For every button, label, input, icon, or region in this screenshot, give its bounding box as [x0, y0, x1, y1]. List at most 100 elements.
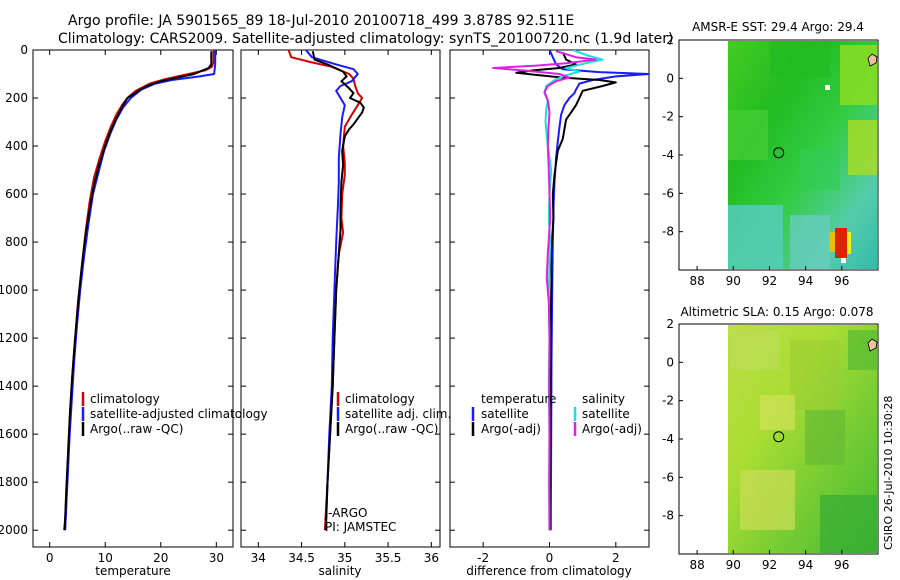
sst-map-title: AMSR-E SST: 29.4 Argo: 29.4 — [692, 20, 864, 34]
map-x-tick-label: 92 — [762, 558, 777, 572]
legend-label-sal-satellite: satellite — [582, 407, 630, 421]
sst-missing-pixel — [825, 85, 830, 90]
sla-map-panel: Altimetric SLA: 0.15 Argo: 0.078 88 90 92 9… — [662, 305, 879, 572]
legend-header-salinity: salinity — [582, 392, 625, 406]
x-tick-label: -2 — [477, 551, 489, 565]
y-tick-label: 400 — [5, 139, 28, 153]
series-line-argo-raw-qc- — [311, 51, 365, 531]
series-line-satellite-adj-clim- — [305, 50, 359, 531]
sst-float-position-marker — [773, 147, 785, 159]
sst-warm-anomaly — [829, 232, 835, 252]
y-tick-label: 1000 — [0, 283, 28, 297]
y-tick-label: 1800 — [0, 475, 28, 489]
figure-title-line1: Argo profile: JA 5901565_89 18-Jul-2010 … — [68, 13, 574, 29]
legend-label-temp-satellite: satellite — [481, 407, 529, 421]
legend-header-temperature: temperature — [481, 392, 556, 406]
sla-patch — [805, 410, 845, 465]
temperature-axes-frame — [32, 49, 234, 548]
x-tick-label: 34 — [251, 551, 266, 565]
sst-patch — [848, 120, 877, 175]
legend-label-climatology: climatology — [90, 392, 160, 406]
sla-patch — [820, 495, 877, 553]
series-line-climatology — [63, 50, 215, 531]
x-tick-label: 35 — [337, 551, 352, 565]
temperature-series — [63, 50, 217, 531]
legend-label-argo: Argo(..raw -QC) — [345, 422, 438, 436]
map-y-tick-label: -2 — [662, 394, 674, 408]
temperature-panel: 0 10 20 30 0 200 400 600 800 1000 1200 1400 1600 1800… — [0, 43, 268, 578]
map-x-tick-label: 90 — [726, 274, 741, 288]
series-line-salinity-satellite — [543, 50, 604, 531]
y-tick-label: 200 — [5, 91, 28, 105]
temperature-legend: climatology satellite-adjusted climatolo… — [81, 392, 268, 436]
x-tick-label: 36 — [424, 551, 439, 565]
series-line-climatology — [287, 50, 364, 531]
map-y-tick-label: 0 — [666, 71, 674, 85]
legend-label-satellite: satellite adj. clim. — [345, 407, 451, 421]
sst-patch — [728, 110, 768, 160]
map-x-tick-label: 94 — [798, 558, 813, 572]
annotation-jargo: J-ARGO — [324, 506, 367, 520]
sst-patch — [800, 150, 840, 190]
difference-xlabel: difference from climatology — [466, 564, 632, 578]
legend-label-temp-argo: Argo(-adj) — [481, 422, 541, 436]
map-x-tick-label: 88 — [689, 274, 704, 288]
series-line-temperature-argo-adj- — [515, 51, 617, 531]
map-y-tick-label: -6 — [662, 186, 674, 200]
temperature-axis-ticks: 0 10 20 30 0 200 400 600 800 1000 1200 1400 1600 1800… — [0, 43, 233, 565]
salinity-axis-ticks: 34 34.5 35 35.5 36 — [241, 49, 440, 565]
temperature-xlabel: temperature — [95, 564, 170, 578]
map-y-tick-label: 2 — [666, 33, 674, 47]
figure-title-line2: Climatology: CARS2009. Satellite-adjuste… — [58, 31, 673, 47]
sst-map-panel: AMSR-E SST: 29.4 Argo: 29.4 88 90 92 94 96 2 0… — [662, 20, 879, 288]
csiro-timestamp: CSIRO 26-Jul-2010 10:30:28 — [882, 396, 895, 550]
map-x-tick-label: 96 — [834, 274, 849, 288]
series-line-temperature-satellite — [548, 50, 649, 531]
map-y-tick-label: -6 — [662, 470, 674, 484]
salinity-legend: climatology satellite adj. clim. Argo(..… — [336, 392, 451, 436]
land-shape — [867, 338, 878, 352]
sla-map-ticks: 88 90 92 94 96 2 0 -2 -4 -6 -8 — [662, 317, 849, 572]
y-tick-label: 1600 — [0, 427, 28, 441]
map-x-tick-label: 94 — [798, 274, 813, 288]
map-x-tick-label: 92 — [762, 274, 777, 288]
series-line-argo-raw-qc- — [63, 51, 213, 531]
x-tick-label: 2 — [612, 551, 620, 565]
x-tick-label: 34.5 — [288, 551, 315, 565]
y-tick-label: 600 — [5, 187, 28, 201]
land-shape — [867, 53, 878, 67]
map-x-tick-label: 90 — [726, 558, 741, 572]
y-tick-label: 1200 — [0, 331, 28, 345]
salinity-series — [287, 50, 365, 531]
sla-patch — [740, 470, 795, 530]
sst-missing-pixel — [841, 258, 846, 263]
map-y-tick-label: -8 — [662, 225, 674, 239]
sst-patch — [790, 215, 830, 269]
difference-panel: -2 0 2 difference from climatology tempera… — [449, 49, 650, 578]
salinity-axes-frame — [240, 49, 441, 548]
legend-label-sal-argo: Argo(-adj) — [582, 422, 642, 436]
sla-patch — [790, 340, 840, 410]
x-tick-label: 10 — [98, 551, 113, 565]
map-y-tick-label: -2 — [662, 110, 674, 124]
map-y-tick-label: 2 — [666, 317, 674, 331]
y-tick-label: 0 — [20, 43, 28, 57]
sst-warm-anomaly — [847, 232, 851, 254]
map-y-tick-label: -4 — [662, 432, 674, 446]
salinity-xlabel: salinity — [318, 564, 361, 578]
sla-patch — [730, 330, 780, 370]
y-tick-label: 1400 — [0, 379, 28, 393]
legend-label-argo: Argo(..raw -QC) — [90, 422, 183, 436]
x-tick-label: 0 — [546, 551, 554, 565]
difference-axis-ticks: -2 0 2 — [450, 49, 649, 565]
sla-float-position-marker — [773, 431, 785, 443]
difference-legend: temperature salinity satellite Argo(-adj… — [471, 392, 642, 436]
difference-series — [492, 50, 649, 531]
sst-map-ticks: 88 90 92 94 96 2 0 -2 -4 -6 -8 — [662, 33, 849, 288]
y-tick-label: 800 — [5, 235, 28, 249]
x-tick-label: 35.5 — [375, 551, 402, 565]
series-line-satellite-adjusted-climatology — [64, 50, 217, 531]
sst-patch — [728, 205, 783, 269]
series-line-salinity-argo-adj- — [492, 50, 597, 531]
